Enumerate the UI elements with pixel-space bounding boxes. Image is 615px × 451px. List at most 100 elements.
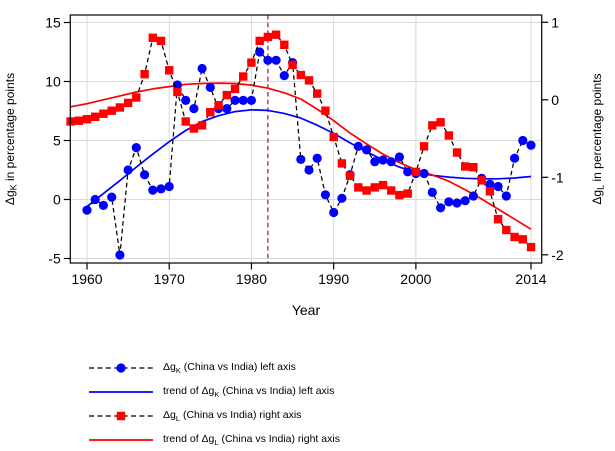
gk-point [205, 82, 215, 92]
legend-sample-trend-gl-line-icon [89, 439, 153, 441]
legend-item-gl: ΔgL (China vs India) right axis [89, 404, 340, 428]
gl-point [123, 98, 133, 108]
gl-connector [70, 33, 532, 248]
gk-point [468, 191, 478, 201]
gl-point [280, 40, 289, 49]
gk-point [263, 55, 273, 65]
gl-point [485, 187, 495, 196]
gk-point [296, 154, 306, 164]
gl-point [477, 176, 486, 185]
gl-point [329, 132, 338, 142]
y-right-tick-label: -1 [551, 169, 564, 185]
gk-point [172, 80, 182, 90]
gk-point [419, 168, 429, 179]
gk-point [526, 140, 536, 150]
gl-point [526, 242, 536, 252]
gk-point [362, 145, 372, 155]
gl-point [140, 70, 149, 79]
gl-point [197, 121, 207, 130]
gk-point [197, 63, 207, 74]
gk-point [156, 184, 166, 194]
gk-point [444, 197, 454, 207]
gl-markers [66, 30, 536, 252]
gk-point [304, 165, 314, 175]
chart-legend: ΔgK (China vs India) left axis trend of … [89, 356, 340, 451]
gl-point [313, 89, 322, 98]
x-tick-label: 2014 [515, 271, 546, 287]
gl-point [247, 58, 256, 67]
legend-label-gk: ΔgK (China vs India) left axis [163, 360, 296, 376]
gl-point [271, 30, 281, 39]
gk-point [485, 179, 495, 189]
legend-label-trend-gk: trend of ΔgK (China vs India) left axis [163, 384, 335, 400]
gk-point [329, 207, 339, 218]
gk-point [452, 198, 462, 208]
y-left-tick-label: 10 [45, 74, 61, 90]
x-tick-label: 1960 [71, 271, 102, 287]
gk-point [320, 190, 330, 200]
gk-point [230, 95, 240, 105]
gl-point [115, 103, 125, 112]
gk-point [353, 141, 363, 151]
gk-point [164, 181, 174, 192]
gl-point [156, 36, 166, 46]
gl-point [444, 131, 453, 140]
gl-point [214, 101, 223, 110]
y-left-tick-label: 5 [53, 133, 61, 149]
gl-point [395, 190, 404, 200]
gk-point [189, 104, 199, 114]
trend-gl-line [70, 82, 532, 230]
y-left-axis-title: ΔgK in percentage points [3, 73, 19, 205]
gl-point [82, 115, 92, 124]
gl-point [337, 159, 347, 168]
gk-point [427, 187, 437, 197]
gk-point [403, 167, 413, 177]
plot-border [69, 14, 543, 264]
plot-series [66, 30, 536, 260]
gl-point [165, 66, 174, 75]
gl-point [378, 180, 388, 190]
legend-item-trend-gl: trend of ΔgL (China vs India) right axis [89, 428, 340, 451]
y-left-tick-label: -5 [48, 251, 61, 267]
gk-point [378, 155, 388, 165]
gl-point [370, 183, 379, 192]
gl-point [387, 186, 396, 195]
gl-point [411, 167, 421, 177]
legend-label-trend-gl: trend of ΔgL (China vs India) right axis [163, 432, 340, 448]
gk-point [123, 165, 133, 175]
gk-point [460, 196, 470, 206]
gl-point [362, 186, 371, 195]
x-axis-title: Year [292, 302, 321, 318]
gl-point [461, 162, 470, 171]
x-tick-label: 1970 [154, 271, 185, 287]
y-left-tick-label: 0 [53, 192, 61, 208]
gl-point [288, 60, 297, 70]
y-right-tick-label: 0 [551, 92, 559, 108]
gk-point [238, 95, 248, 105]
x-tick-label: 2000 [400, 271, 431, 287]
legend-sample-gl-dashed-square-icon [89, 411, 153, 421]
gl-point [403, 189, 412, 198]
gk-point [131, 143, 141, 153]
gl-point [452, 148, 462, 157]
gl-point [239, 72, 248, 81]
gl-point [304, 76, 314, 85]
gl-point [502, 225, 511, 235]
gl-point [230, 84, 240, 94]
gl-point [107, 106, 116, 115]
y-right-tick-label: 1 [551, 14, 559, 30]
gl-point [419, 142, 429, 151]
gl-point [345, 171, 355, 180]
gl-point [173, 87, 182, 97]
legend-label-gl: ΔgL (China vs India) right axis [163, 408, 302, 424]
legend-item-gk: ΔgK (China vs India) left axis [89, 356, 340, 380]
gk-point [394, 152, 404, 162]
gl-point [518, 235, 527, 244]
gl-point [428, 121, 437, 130]
gk-point [436, 203, 446, 213]
gl-point [321, 106, 330, 115]
x-tick-label: 1980 [236, 271, 267, 287]
gk-point [82, 205, 92, 215]
gk-point [493, 181, 503, 192]
